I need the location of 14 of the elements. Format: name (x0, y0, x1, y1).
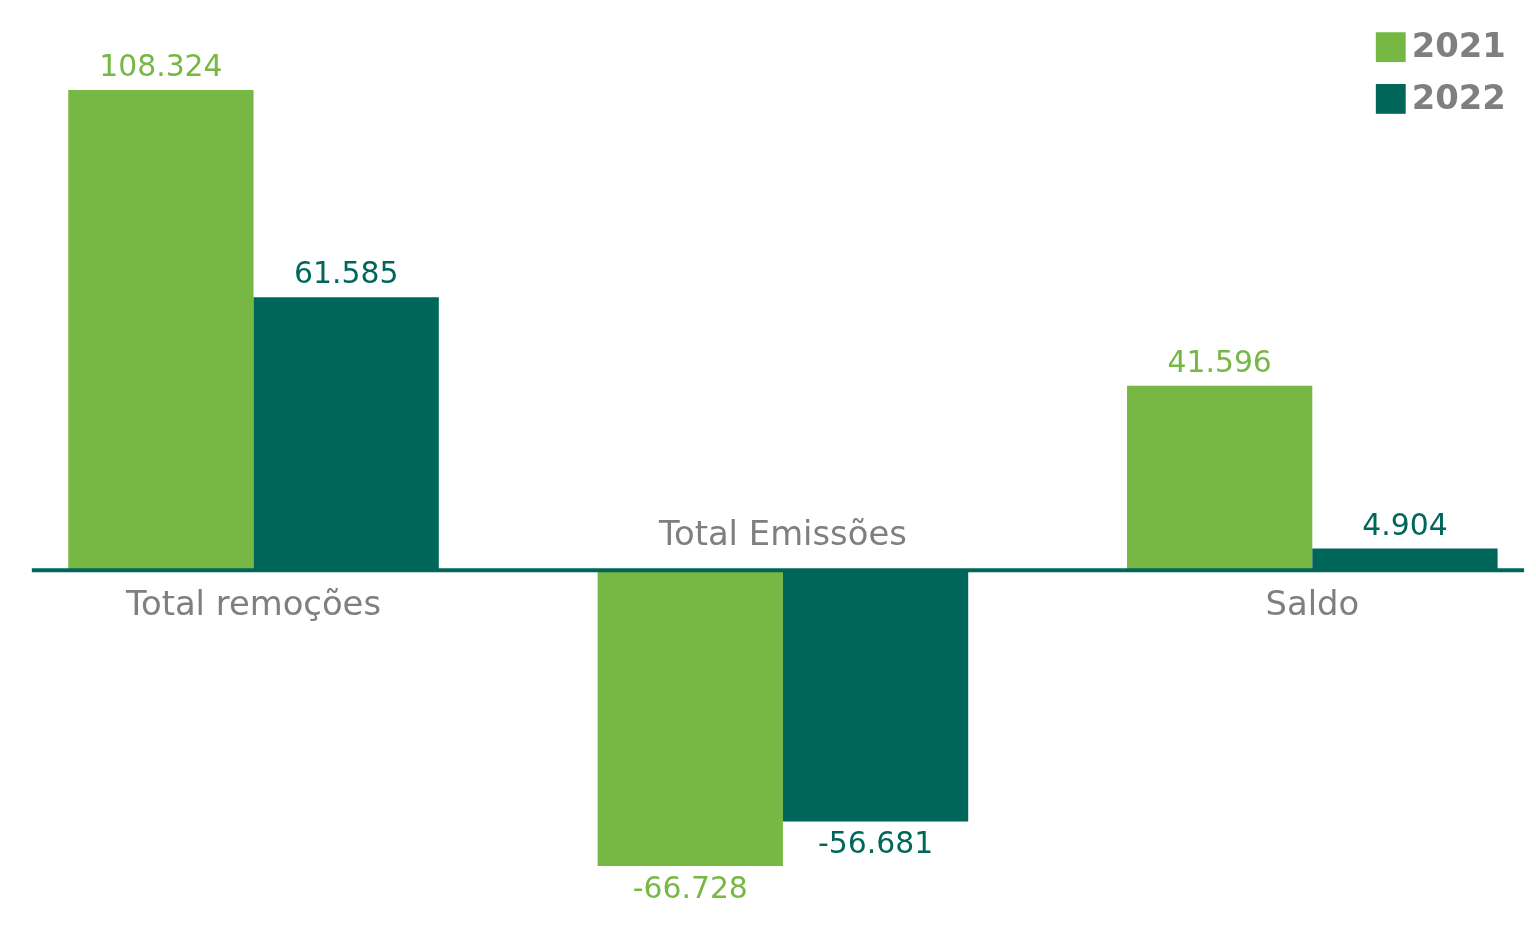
bar (597, 570, 783, 867)
bar (1127, 385, 1313, 571)
x-tick-label: Saldo (1265, 584, 1360, 623)
data-label: -66.728 (632, 869, 748, 905)
data-label: 4.904 (1362, 506, 1448, 542)
x-tick-label: Total remoções (125, 584, 382, 623)
x-tick-label: Total Emissões (658, 514, 907, 554)
data-label: -56.681 (817, 825, 934, 861)
data-label: 41.596 (1167, 343, 1272, 379)
legend-label: 2022 (1411, 77, 1506, 117)
bar (68, 89, 254, 571)
data-label: 61.585 (293, 255, 399, 291)
legend-label: 2021 (1411, 26, 1506, 66)
data-label: 108.324 (99, 48, 223, 84)
